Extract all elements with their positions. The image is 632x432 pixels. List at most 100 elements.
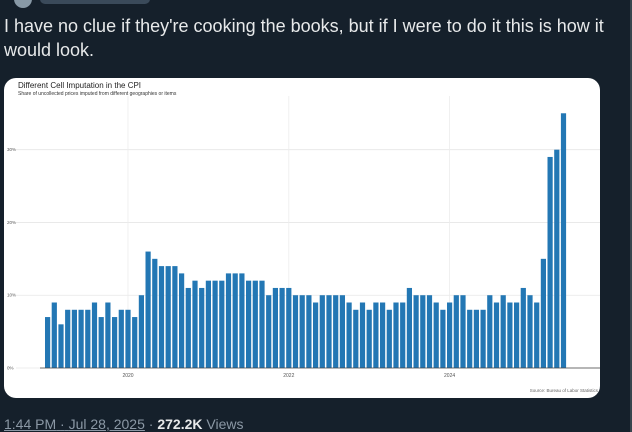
bar <box>353 309 359 368</box>
bar <box>299 295 305 368</box>
bar <box>252 280 258 368</box>
author-handle[interactable] <box>40 0 150 4</box>
bar <box>400 302 406 368</box>
tweet-time: 1:44 PM <box>4 416 57 432</box>
y-tick-label: 10% <box>7 293 16 298</box>
bar <box>91 302 98 368</box>
bar <box>467 309 473 368</box>
bar <box>359 302 366 368</box>
bar <box>319 295 325 368</box>
bar <box>554 149 560 368</box>
bar <box>487 295 493 368</box>
bar <box>373 302 379 368</box>
bar <box>292 295 299 368</box>
bar <box>246 280 252 368</box>
y-tick-label: 30% <box>7 147 16 152</box>
bar <box>306 295 312 368</box>
bar <box>540 258 546 368</box>
bar <box>145 251 151 368</box>
bar <box>138 295 144 368</box>
bar <box>232 273 238 368</box>
bar <box>393 302 399 368</box>
bar <box>132 317 138 368</box>
bar <box>433 302 439 368</box>
bar <box>473 309 479 368</box>
y-tick-label: 0% <box>7 366 14 371</box>
bar <box>453 295 459 368</box>
bar <box>266 295 272 368</box>
bar <box>313 302 319 368</box>
bar <box>272 287 278 368</box>
bar <box>199 287 205 368</box>
bar <box>85 309 91 368</box>
views-count: 272.2K <box>157 416 203 432</box>
bar <box>447 302 453 368</box>
tweet-metadata: 1:44 PM · Jul 28, 2025 · 272.2K Views <box>4 416 243 432</box>
bar <box>118 309 124 368</box>
tweet-image[interactable]: Different Cell Imputation in the CPI Sha… <box>4 78 600 398</box>
bar <box>179 273 185 368</box>
bar <box>205 280 211 368</box>
x-tick-label: 2020 <box>122 373 133 379</box>
bar <box>172 266 178 368</box>
y-tick-label: 20% <box>7 220 16 225</box>
chart-subtitle: Share of uncollected prices imputed from… <box>18 91 177 97</box>
bar <box>346 302 352 368</box>
bar <box>406 287 412 368</box>
x-tick-label: 2022 <box>283 373 294 379</box>
bar <box>534 302 540 368</box>
tweet-date: Jul 28, 2025 <box>68 416 145 432</box>
bar <box>105 302 111 368</box>
author-header-fragment <box>0 0 632 8</box>
timeline-border <box>630 0 632 432</box>
bar <box>98 317 104 368</box>
bar <box>185 287 191 368</box>
bar <box>51 302 57 368</box>
bar <box>239 273 245 368</box>
tweet-timestamp-link[interactable]: 1:44 PM · Jul 28, 2025 <box>4 416 145 432</box>
bar <box>219 280 225 368</box>
bar <box>413 295 419 368</box>
separator: · <box>148 416 154 432</box>
bar <box>58 324 64 368</box>
bar <box>386 309 392 368</box>
chart-source: Source: Bureau of Labor Statistics <box>530 388 599 393</box>
bar <box>366 309 372 368</box>
bar <box>500 295 506 368</box>
bar <box>71 309 77 368</box>
bar <box>493 302 500 368</box>
avatar[interactable] <box>14 0 32 8</box>
bar <box>225 273 232 368</box>
bar <box>527 295 533 368</box>
bar <box>158 266 165 368</box>
bar <box>212 280 218 368</box>
bar <box>279 287 285 368</box>
bar <box>547 156 553 368</box>
bar <box>259 280 265 368</box>
views-label: Views <box>206 416 244 432</box>
bar <box>152 258 158 368</box>
tweet-text: I have no clue if they're cooking the bo… <box>4 16 604 60</box>
bar <box>440 309 446 368</box>
bar <box>560 113 567 369</box>
chart-title: Different Cell Imputation in the CPI <box>18 81 142 90</box>
bar <box>286 287 292 368</box>
bar <box>65 309 71 368</box>
bar <box>165 266 171 368</box>
bar <box>326 295 332 368</box>
bar <box>480 309 486 368</box>
bar <box>460 295 466 368</box>
bar <box>125 309 131 368</box>
bar <box>333 295 339 368</box>
bar <box>426 295 433 368</box>
bar <box>339 295 345 368</box>
bar <box>520 287 526 368</box>
bar <box>112 317 118 368</box>
bar <box>78 309 84 368</box>
x-tick-label: 2024 <box>444 373 455 379</box>
bar-chart: 0% 10% 20% 30% 2020 2022 2024 Source: Bureau of… <box>7 96 600 393</box>
bar <box>380 302 386 368</box>
bar <box>192 280 198 368</box>
bar <box>420 295 426 368</box>
bar <box>514 302 520 368</box>
